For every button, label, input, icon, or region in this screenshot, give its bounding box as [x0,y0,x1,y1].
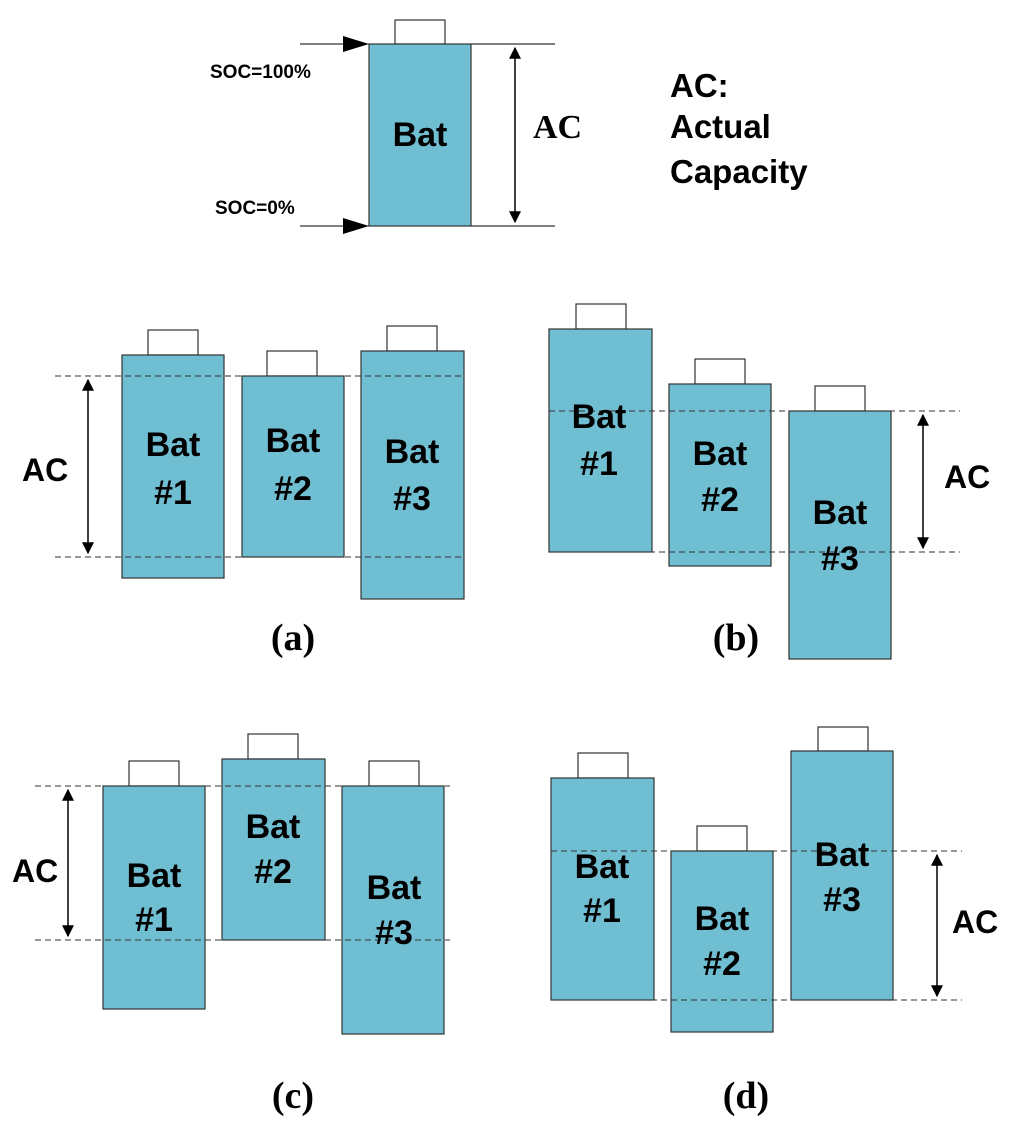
bat2 [241,375,345,558]
bat1 [102,785,206,1010]
bat3 [360,350,465,600]
bat3-terminal [817,726,869,752]
bat1 [121,354,225,579]
bat2-label-line2: #2 [254,853,292,891]
bat3-terminal [386,325,438,352]
soc-full-arrow-icon [343,36,369,52]
bat1-terminal [577,752,629,779]
bat2-label-line1: Bat [695,900,750,938]
bat2-terminal [266,350,318,377]
bat3-label-line1: Bat [385,433,440,471]
legend-line-3: Capacity [670,153,808,190]
panel-caption: (b) [713,617,759,659]
panel-caption: (c) [272,1075,314,1117]
bat3 [788,410,892,660]
ac-label: AC [22,452,68,488]
bat3-terminal [368,760,420,787]
bat1-label-line1: Bat [127,857,182,895]
bat1-label-line1: Bat [146,426,201,464]
bat1-terminal [575,303,627,330]
bat2 [221,758,326,941]
bat1-label-line1: Bat [575,848,630,886]
bat1-terminal [128,760,180,787]
reference-battery-group: Bat SOC=100% SOC=0% AC AC: Actual Capaci… [210,19,808,234]
reference-ac-label: AC [533,109,582,146]
panel-d: AC Bat #1 Bat #2 Bat #3 (d) [550,726,998,1117]
bat3 [790,750,894,1001]
bat3-label-line2: #3 [375,914,413,952]
soc-empty-label: SOC=0% [215,198,295,219]
ac-label: AC [12,853,58,889]
bat1-label-line1: Bat [572,398,627,436]
bat3 [341,785,445,1035]
bat3-label-line1: Bat [367,869,422,907]
panel-b: AC Bat #1 Bat #2 Bat #3 (b) [548,303,990,660]
reference-battery [368,43,472,227]
bat1-label-line2: #1 [154,474,192,512]
bat2-terminal [696,825,748,852]
bat2 [670,850,774,1033]
bat2-terminal [247,733,299,760]
panel-a: AC Bat #1 Bat #2 Bat #3 (a) [22,325,465,659]
bat1 [548,328,653,553]
panel-caption: (d) [723,1075,769,1117]
panel-caption: (a) [271,617,315,659]
bat1-label-line2: #1 [580,445,618,483]
ac-label: AC [944,459,990,495]
bat3-label-line2: #3 [821,540,859,578]
reference-battery-label: Bat [393,116,448,154]
legend-line-1: AC: [670,67,729,104]
panel-c: AC Bat #1 Bat #2 Bat #3 (c) [12,733,450,1117]
bat1 [550,777,655,1001]
ac-label: AC [952,904,998,940]
bat3-label-line1: Bat [815,836,870,874]
bat1-label-line2: #1 [135,901,173,939]
bat3-label-line1: Bat [813,494,868,532]
bat2-label-line2: #2 [701,481,739,519]
bat3-label-line2: #3 [823,881,861,919]
legend-line-2: Actual [670,108,771,145]
bat1-terminal [147,329,199,356]
bat2-label-line2: #2 [703,945,741,983]
bat2 [668,383,772,567]
bat2-terminal [694,358,746,385]
bat2-label-line1: Bat [693,435,748,473]
bat1-label-line2: #1 [583,892,621,930]
bat2-label-line1: Bat [246,808,301,846]
bat2-label-line2: #2 [274,470,312,508]
battery-terminal [394,19,446,45]
bat3-terminal [814,385,866,412]
bat3-label-line2: #3 [393,480,431,518]
soc-empty-arrow-icon [343,218,369,234]
soc-full-label: SOC=100% [210,62,311,83]
bat2-label-line1: Bat [266,422,321,460]
